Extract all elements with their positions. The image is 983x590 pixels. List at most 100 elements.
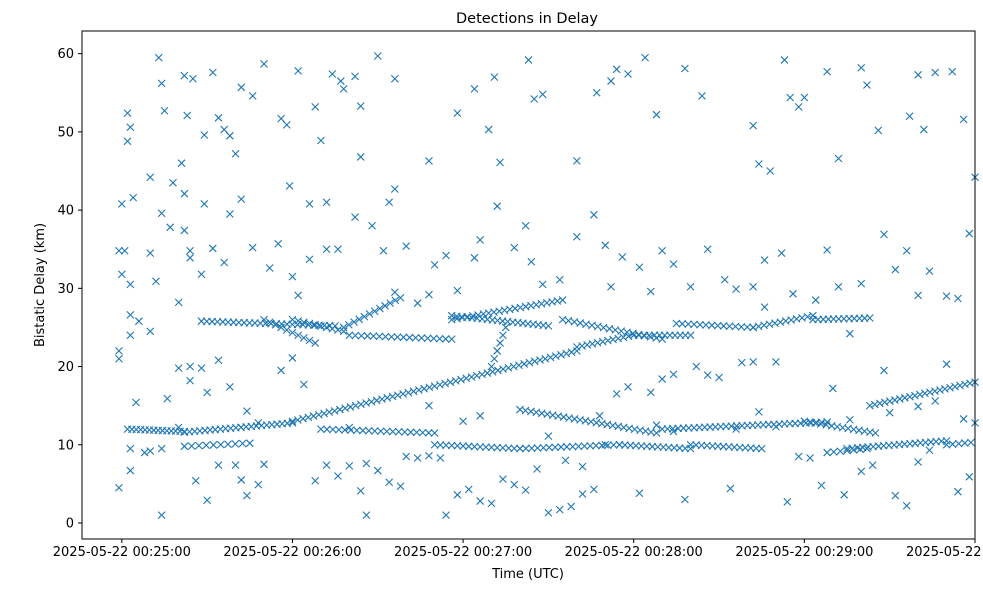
data-point-marker	[390, 185, 399, 193]
y-tick-label: 30	[57, 282, 74, 297]
data-point-marker	[757, 444, 766, 453]
data-point-marker	[743, 323, 752, 332]
data-point-marker	[823, 67, 832, 76]
data-point-marker	[618, 253, 627, 261]
data-point-marker	[126, 444, 135, 453]
data-point-marker	[282, 326, 291, 334]
data-point-marker	[658, 246, 667, 255]
data-point-marker	[254, 418, 263, 427]
data-point-marker	[157, 79, 166, 88]
data-point-marker	[357, 331, 366, 340]
data-point-marker	[544, 432, 553, 441]
data-point-marker	[603, 441, 612, 450]
data-point-marker	[857, 279, 866, 288]
data-point-marker	[203, 496, 212, 505]
data-point-marker	[430, 260, 439, 269]
data-point-marker	[200, 131, 209, 139]
data-point-marker	[719, 322, 728, 330]
data-point-marker	[641, 53, 649, 62]
data-point-marker	[177, 159, 186, 168]
data-point-marker	[527, 257, 536, 266]
data-point-marker	[382, 427, 391, 436]
data-point-marker	[322, 425, 331, 434]
x-axis-label: Time (UTC)	[491, 567, 564, 582]
data-point-marker	[220, 258, 229, 267]
x-tick-label: 2025-05-22 00:28:00	[565, 545, 703, 560]
data-point-marker	[607, 77, 615, 85]
data-point-marker	[967, 438, 975, 447]
data-point-marker	[794, 102, 803, 111]
data-point-marker	[578, 462, 587, 471]
data-point-marker	[388, 427, 397, 436]
x-tick-label: 2025-05-22 00:25:00	[53, 545, 191, 560]
data-point-marker	[544, 321, 553, 330]
data-point-marker	[646, 332, 655, 341]
data-point-marker	[418, 428, 427, 437]
data-point-marker	[476, 497, 485, 505]
data-point-marker	[356, 487, 365, 495]
data-point-marker	[609, 441, 618, 449]
data-point-marker	[954, 439, 963, 448]
data-point-marker	[381, 332, 390, 341]
data-point-marker	[516, 444, 524, 453]
data-point-marker	[582, 320, 590, 329]
data-point-marker	[595, 411, 604, 420]
data-point-marker	[760, 303, 769, 311]
data-point-marker	[476, 235, 485, 244]
data-point-marker	[146, 249, 155, 258]
x-axis: 2025-05-22 00:25:00 2025-05-22 00:26:00 20…	[53, 539, 983, 560]
data-point-marker	[411, 333, 420, 342]
data-point-marker	[557, 443, 565, 451]
data-point-marker	[669, 370, 678, 379]
data-point-marker	[726, 484, 735, 493]
data-point-marker	[197, 364, 206, 372]
data-point-marker	[277, 323, 285, 332]
data-point-marker	[351, 72, 359, 81]
data-point-marker	[857, 467, 866, 476]
data-point-marker	[356, 153, 365, 161]
data-point-marker	[572, 232, 581, 241]
data-point-marker	[180, 189, 189, 198]
data-point-marker	[754, 160, 763, 168]
data-point-marker	[174, 364, 183, 372]
data-point-marker	[208, 68, 217, 77]
data-point-marker	[163, 394, 172, 403]
data-point-marker	[294, 291, 303, 300]
data-point-marker	[351, 331, 360, 340]
data-point-marker	[358, 426, 367, 435]
x-tick-label: 2025-05-22 00:27:00	[394, 545, 532, 560]
data-point-marker	[399, 333, 408, 342]
data-point-marker	[510, 480, 519, 489]
x-tick-label: 2025-05-22 00:26:00	[223, 545, 361, 560]
data-point-marker	[120, 246, 129, 255]
data-point-marker	[772, 422, 780, 431]
data-point-marker	[220, 125, 229, 134]
data-point-marker	[902, 246, 911, 255]
data-point-marker	[538, 90, 547, 99]
data-point-marker	[203, 388, 212, 397]
data-point-marker	[390, 74, 399, 83]
data-point-marker	[834, 282, 843, 291]
data-point-marker	[339, 323, 348, 332]
data-point-marker	[350, 318, 358, 326]
data-point-marker	[624, 382, 632, 391]
data-point-marker	[843, 446, 851, 455]
data-point-marker	[311, 339, 320, 347]
data-point-marker	[493, 347, 502, 355]
data-point-marker	[561, 456, 570, 465]
data-point-marker	[385, 478, 394, 487]
data-point-marker	[487, 499, 496, 508]
data-point-marker	[362, 511, 371, 520]
data-point-marker	[274, 239, 283, 248]
data-point-marker	[658, 375, 667, 383]
data-point-marker	[373, 52, 382, 60]
data-point-marker	[586, 442, 595, 450]
data-point-marker	[840, 490, 849, 499]
data-point-marker	[686, 331, 695, 340]
data-point-marker	[117, 199, 126, 208]
data-point-marker	[588, 321, 596, 330]
data-point-marker	[678, 319, 687, 328]
plot-frame	[81, 30, 976, 540]
data-point-marker	[572, 156, 581, 165]
data-point-marker	[294, 331, 303, 340]
